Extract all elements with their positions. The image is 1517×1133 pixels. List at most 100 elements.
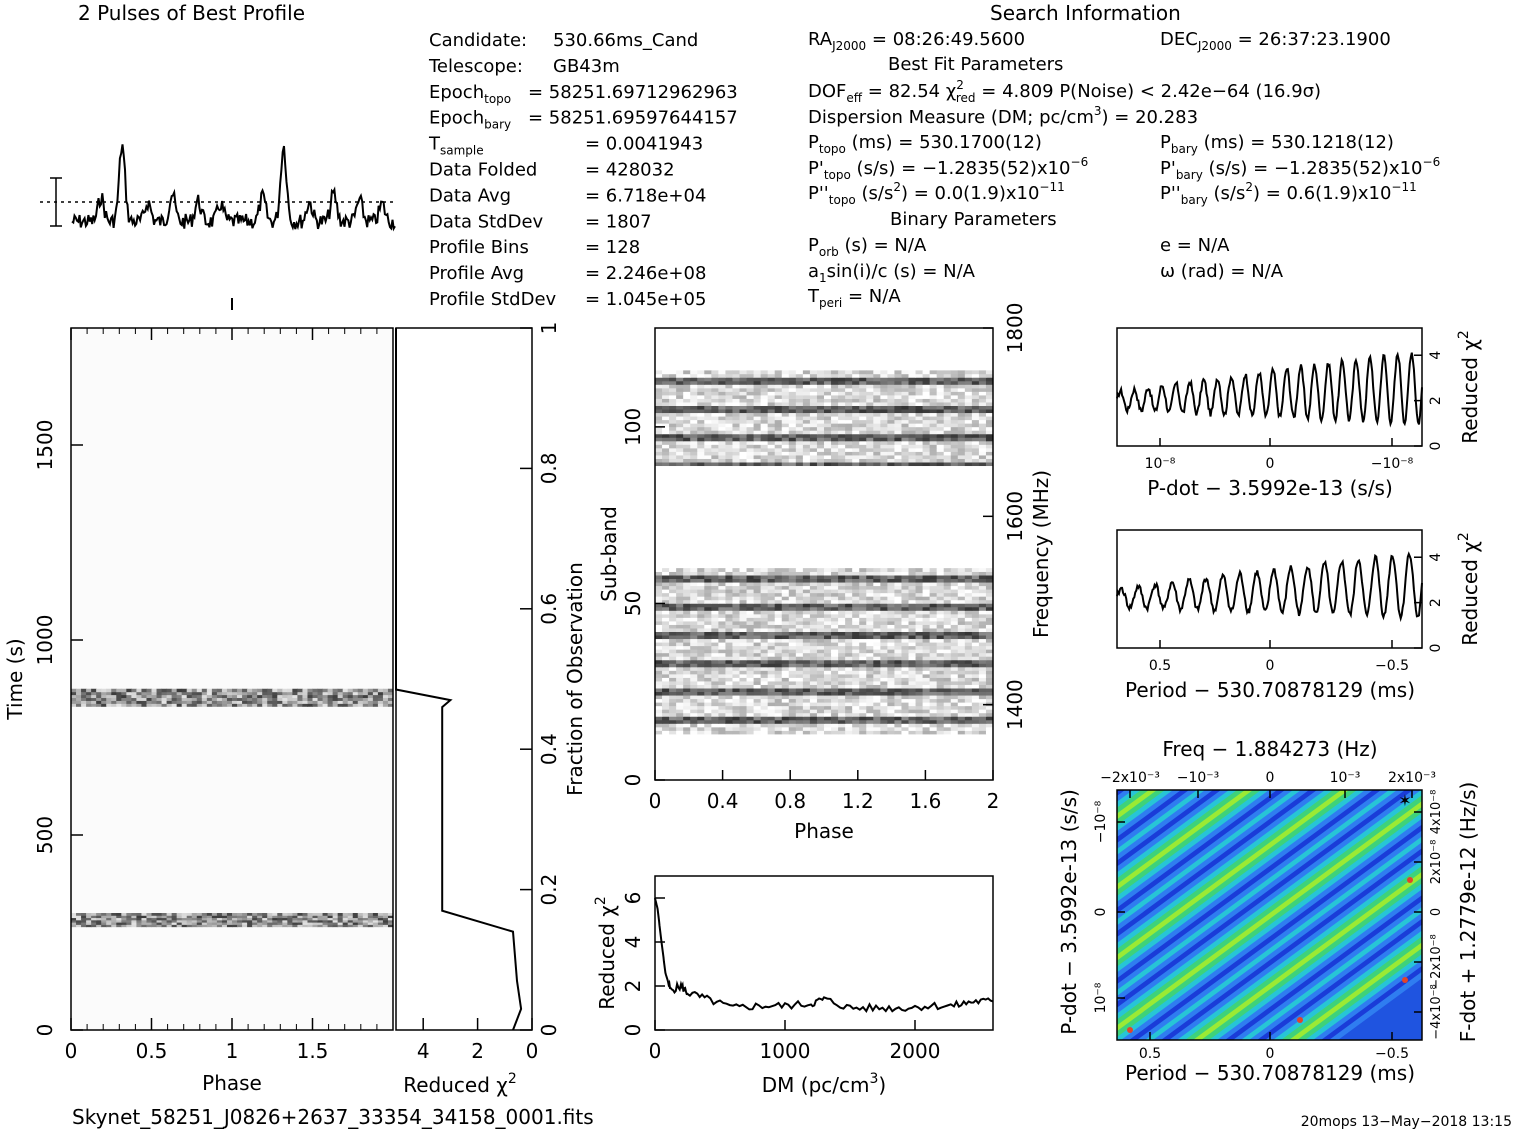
subband-cell (936, 723, 945, 728)
subband-cell (725, 458, 733, 463)
time-phase-cell (86, 700, 92, 704)
subband-cell (809, 370, 818, 375)
time-phase-cell (307, 703, 313, 707)
subband-cell (873, 705, 881, 710)
subband-cell (929, 373, 938, 378)
subband-cell (725, 592, 733, 597)
subband-cell (845, 582, 853, 587)
subband-cell (753, 373, 762, 378)
subband-cell (655, 670, 663, 675)
subband-cell (936, 631, 945, 636)
subband-cell (732, 412, 740, 417)
subband-cell (739, 656, 748, 661)
subband-cell (704, 585, 712, 590)
subband-cell (824, 730, 832, 735)
time-phase-cell (81, 917, 87, 921)
subband-cell (985, 384, 993, 389)
subband-cell (676, 628, 684, 632)
subband-cell (971, 659, 980, 664)
subband-cell (831, 695, 839, 700)
subband-cell (880, 441, 888, 445)
time-phase-cell (302, 922, 308, 925)
subband-cell (950, 719, 959, 724)
subband-cell (936, 674, 945, 678)
subband-cell (718, 384, 726, 389)
subband-cell (711, 395, 719, 399)
time-phase-cell (156, 697, 163, 701)
subband-cell (971, 405, 980, 410)
subband-cell (859, 377, 867, 382)
subband-cell (824, 458, 832, 463)
subband-cell (718, 441, 726, 445)
subband-cell (929, 437, 938, 442)
dm-tick-label: 2000 (890, 1039, 941, 1063)
subband-cell (852, 617, 860, 622)
subband-cell (795, 614, 804, 618)
subband-cell (880, 458, 888, 463)
subband-cell (831, 578, 839, 583)
subband-cell (964, 571, 973, 576)
time-phase-cell (292, 700, 298, 704)
subband-cell (978, 416, 987, 421)
subband-cell (732, 695, 740, 700)
subband-cell (690, 698, 698, 703)
plane-stripe (457, 790, 806, 1040)
subband-cell (774, 444, 783, 449)
time-phase-cell (121, 694, 127, 699)
subband-cell (894, 430, 902, 435)
subband-cell (971, 451, 980, 456)
subband-cell (697, 674, 705, 678)
subband-cell (781, 702, 790, 707)
subband-cell (690, 451, 698, 456)
subband-cell (725, 455, 733, 459)
pddot-topo: P''topo (s/s2) = 0.0(1.9)x10−11 (808, 180, 1065, 207)
subband-cell (697, 451, 705, 456)
subband-cell (880, 373, 888, 378)
subband-cell (774, 592, 783, 597)
time-phase-cell (161, 691, 168, 696)
time-phase-cell (327, 922, 334, 925)
subband-cell (929, 670, 938, 675)
subband-cell (971, 416, 980, 421)
subband-cell (929, 419, 938, 424)
subband-cell (739, 705, 748, 710)
time-phase-cell (237, 703, 243, 707)
subband-cell (662, 730, 670, 735)
time-phase-cell (297, 688, 303, 693)
time-phase-cell (191, 691, 198, 696)
subband-cell (894, 575, 902, 580)
time-phase-cell (307, 919, 313, 923)
subband-cell (781, 635, 790, 640)
time-tick-label: 0 (33, 1024, 57, 1037)
subband-cell (908, 617, 917, 622)
subband-cell (957, 645, 966, 650)
subband-cell (964, 444, 973, 449)
subband-cell (887, 695, 895, 700)
subband-cell (922, 635, 931, 640)
time-phase-cell (242, 691, 248, 696)
time-phase-cell (237, 688, 243, 693)
time-phase-cell (171, 919, 178, 923)
time-phase-cell (176, 924, 183, 928)
subband-cell (746, 451, 755, 456)
subband-cell (915, 571, 924, 576)
subband-cell (880, 663, 888, 668)
subband-cell (859, 419, 867, 424)
subband-cell (704, 603, 712, 608)
subband-cell (950, 578, 959, 583)
time-phase-cell (211, 917, 218, 921)
subband-cell (718, 684, 726, 689)
time-phase-cell (166, 913, 173, 916)
subband-cell (711, 444, 719, 449)
time-phase-cell (126, 915, 132, 919)
p-bary: Pbary (ms) = 530.1218(12) (1160, 132, 1394, 156)
time-phase-cell (382, 917, 389, 921)
subband-cell (760, 667, 769, 671)
subband-cell (894, 451, 902, 456)
subband-cell (838, 702, 846, 707)
subband-cell (767, 610, 776, 615)
subband-cell (880, 702, 888, 707)
time-phase-cell (211, 703, 218, 707)
subband-cell (901, 617, 909, 622)
subband-cell (908, 388, 917, 392)
